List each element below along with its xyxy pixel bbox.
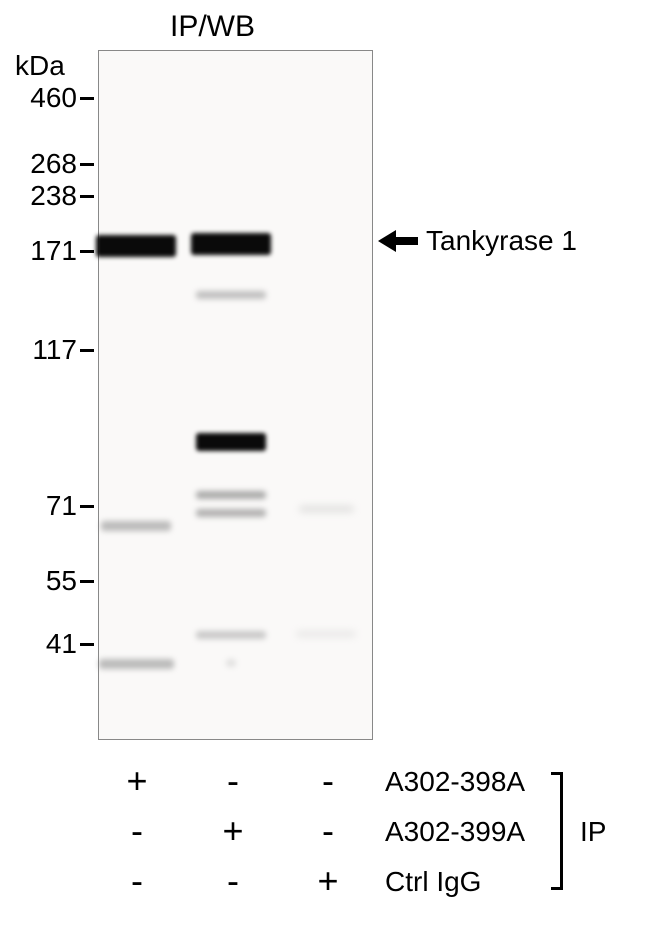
- blot-membrane: [98, 50, 373, 740]
- mw-tick: [80, 505, 94, 508]
- band: [196, 631, 266, 639]
- mw-label: 268: [12, 148, 77, 180]
- target-arrow-label: Tankyrase 1: [378, 225, 577, 257]
- target-name: Tankyrase 1: [426, 225, 577, 257]
- lane-mark: +: [213, 810, 253, 852]
- band: [96, 235, 176, 257]
- ip-brace: [560, 772, 563, 890]
- mw-tick: [80, 250, 94, 253]
- band: [226, 659, 236, 667]
- mw-tick: [80, 163, 94, 166]
- lane-mark: -: [117, 810, 157, 852]
- figure-title: IP/WB: [170, 10, 255, 44]
- band: [101, 521, 171, 531]
- lane-mark: +: [308, 860, 348, 902]
- ip-row-label: A302-398A: [385, 766, 525, 798]
- ip-brace-top: [551, 772, 563, 775]
- mw-label: 460: [12, 82, 77, 114]
- mw-tick: [80, 643, 94, 646]
- band: [196, 291, 266, 299]
- mw-tick: [80, 195, 94, 198]
- lane-mark: -: [213, 860, 253, 902]
- mw-tick: [80, 97, 94, 100]
- mw-label: 41: [12, 628, 77, 660]
- lane-mark: -: [308, 810, 348, 852]
- band: [196, 509, 266, 517]
- lane-mark: -: [117, 860, 157, 902]
- mw-label: 71: [12, 490, 77, 522]
- lane-mark: -: [308, 760, 348, 802]
- band: [296, 631, 356, 637]
- band: [191, 233, 271, 255]
- ip-row-label: A302-399A: [385, 816, 525, 848]
- mw-tick: [80, 580, 94, 583]
- band: [99, 659, 174, 669]
- kda-label: kDa: [15, 50, 65, 82]
- ip-brace-bottom: [551, 887, 563, 890]
- ip-caption: IP: [580, 816, 606, 848]
- lane-mark: -: [213, 760, 253, 802]
- mw-label: 171: [12, 235, 77, 267]
- mw-tick: [80, 349, 94, 352]
- mw-label: 55: [12, 565, 77, 597]
- mw-label: 238: [12, 180, 77, 212]
- mw-label: 117: [12, 334, 77, 366]
- band: [196, 491, 266, 499]
- ip-row-label: Ctrl IgG: [385, 866, 481, 898]
- lane-mark: +: [117, 760, 157, 802]
- arrow-icon: [378, 230, 418, 252]
- band: [196, 433, 266, 451]
- band: [299, 506, 354, 512]
